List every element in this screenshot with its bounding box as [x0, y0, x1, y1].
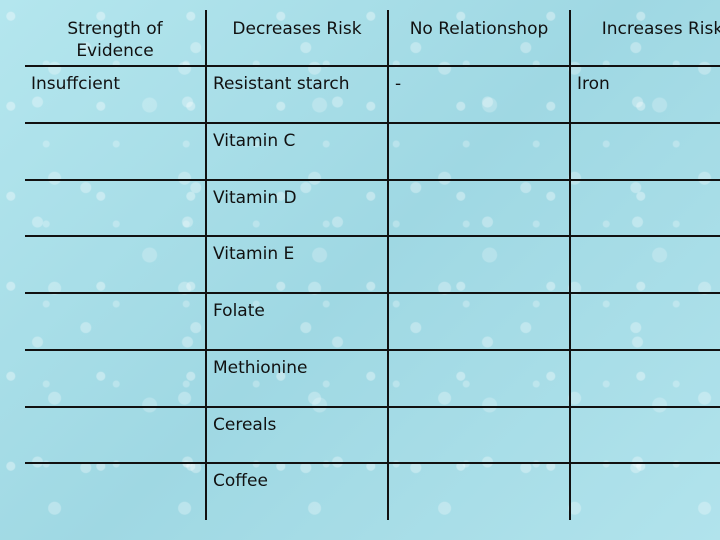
cell-strength: [25, 292, 207, 351]
evidence-table: Strength of Evidence Decreases Risk No R…: [25, 10, 720, 520]
cell-decreases: Methionine: [205, 348, 389, 408]
header-decreases-risk: Decreases Risk: [205, 10, 389, 67]
cell-strength: [25, 121, 207, 181]
table-row: Methionine: [25, 348, 720, 408]
cell-increases: [569, 405, 720, 465]
cell-decreases: Coffee: [205, 462, 389, 520]
table-row: Vitamin D: [25, 178, 720, 238]
table-row: Insuffcient Resistant starch - Iron: [25, 65, 720, 124]
cell-decreases: Vitamin C: [205, 121, 389, 181]
cell-decreases: Folate: [205, 292, 389, 351]
table-row: Vitamin C: [25, 121, 720, 181]
table-row: Coffee: [25, 462, 720, 520]
cell-no-relationship: [387, 178, 571, 238]
header-strength-of-evidence: Strength of Evidence: [25, 10, 207, 67]
cell-strength: [25, 462, 207, 520]
table-row: Cereals: [25, 405, 720, 465]
cell-no-relationship: [387, 235, 571, 294]
evidence-table-container: Strength of Evidence Decreases Risk No R…: [25, 10, 720, 520]
table-row: Folate: [25, 292, 720, 351]
cell-no-relationship: [387, 348, 571, 408]
cell-increases: [569, 235, 720, 294]
cell-increases: [569, 348, 720, 408]
cell-increases: [569, 121, 720, 181]
cell-no-relationship: [387, 462, 571, 520]
cell-increases: Iron: [569, 65, 720, 124]
table-header: Strength of Evidence Decreases Risk No R…: [25, 10, 720, 67]
cell-increases: [569, 178, 720, 238]
cell-strength: Insuffcient: [25, 65, 207, 124]
cell-decreases: Cereals: [205, 405, 389, 465]
cell-increases: [569, 462, 720, 520]
cell-decreases: Vitamin E: [205, 235, 389, 294]
cell-increases: [569, 292, 720, 351]
cell-strength: [25, 348, 207, 408]
cell-decreases: Resistant starch: [205, 65, 389, 124]
table-row: Vitamin E: [25, 235, 720, 294]
cell-no-relationship: [387, 292, 571, 351]
header-increases-risk: Increases Risk: [569, 10, 720, 67]
table-body: Insuffcient Resistant starch - Iron Vita…: [25, 65, 720, 520]
cell-strength: [25, 405, 207, 465]
cell-no-relationship: [387, 405, 571, 465]
header-no-relationship: No Relationshop: [387, 10, 571, 67]
header-row: Strength of Evidence Decreases Risk No R…: [25, 10, 720, 67]
cell-decreases: Vitamin D: [205, 178, 389, 238]
cell-strength: [25, 235, 207, 294]
cell-no-relationship: -: [387, 65, 571, 124]
cell-strength: [25, 178, 207, 238]
cell-no-relationship: [387, 121, 571, 181]
